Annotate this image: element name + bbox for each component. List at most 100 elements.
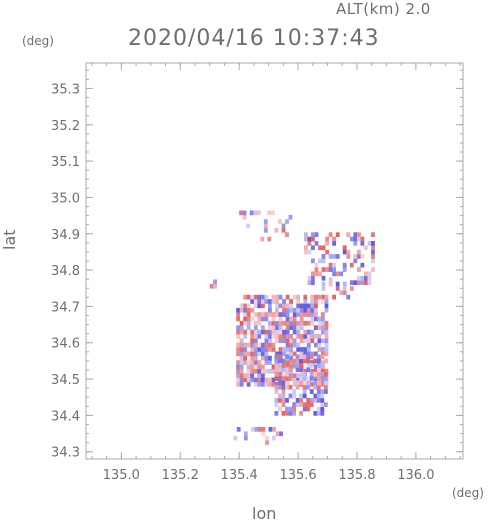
echo-cell bbox=[310, 338, 315, 344]
echo-cell bbox=[306, 358, 311, 364]
echo-cell bbox=[317, 325, 322, 330]
echo-cell bbox=[278, 376, 282, 381]
echo-cell bbox=[278, 380, 282, 386]
echo-cell bbox=[257, 347, 262, 352]
echo-cell bbox=[303, 307, 308, 313]
y-tick-label: 34.4 bbox=[51, 409, 80, 424]
echo-cell bbox=[264, 329, 269, 335]
echo-cell bbox=[325, 236, 329, 242]
echo-cell bbox=[243, 347, 248, 352]
x-tick-label: 135.4 bbox=[221, 468, 258, 483]
echo-cell bbox=[314, 262, 319, 268]
echo-cell bbox=[253, 342, 258, 348]
echo-cell bbox=[321, 347, 325, 352]
echo-cell bbox=[306, 354, 311, 360]
echo-cell bbox=[364, 280, 368, 285]
echo-cell bbox=[274, 398, 279, 403]
echo-cell bbox=[264, 316, 269, 322]
echo-cell bbox=[288, 376, 293, 381]
echo-cell bbox=[292, 402, 296, 407]
echo-cell bbox=[309, 371, 314, 377]
echo-cell bbox=[285, 406, 289, 412]
echo-cell bbox=[321, 338, 325, 344]
echo-cell bbox=[313, 371, 318, 377]
echo-cell bbox=[292, 307, 297, 313]
echo-cell bbox=[271, 368, 276, 374]
echo-cell bbox=[324, 376, 328, 381]
echo-cell bbox=[253, 360, 258, 365]
echo-cell bbox=[321, 312, 325, 317]
echo-cell bbox=[371, 232, 375, 237]
echo-cell bbox=[296, 299, 301, 304]
echo-cell bbox=[253, 377, 258, 383]
echo-cell bbox=[209, 283, 214, 289]
echo-cell bbox=[267, 236, 272, 242]
echo-cell bbox=[306, 338, 311, 344]
echo-cell bbox=[328, 254, 333, 259]
echo-cell bbox=[342, 249, 347, 255]
echo-cell bbox=[239, 329, 244, 335]
echo-cell bbox=[311, 245, 315, 251]
echo-cell bbox=[236, 368, 240, 374]
echo-cell bbox=[246, 368, 251, 374]
echo-cell bbox=[257, 312, 262, 317]
echo-cell bbox=[320, 354, 325, 360]
echo-cell bbox=[271, 377, 276, 383]
echo-cell bbox=[304, 236, 308, 242]
echo-cell bbox=[342, 290, 347, 296]
echo-cell bbox=[335, 281, 340, 287]
echo-cell bbox=[303, 334, 308, 339]
echo-cell bbox=[275, 382, 279, 387]
echo-cell bbox=[321, 281, 326, 287]
echo-cell bbox=[316, 358, 321, 364]
echo-cell bbox=[306, 380, 311, 386]
echo-cell bbox=[278, 329, 283, 335]
echo-cell bbox=[316, 411, 321, 416]
echo-cell bbox=[303, 320, 308, 326]
echo-cell bbox=[306, 312, 311, 317]
echo-cell bbox=[299, 351, 304, 357]
echo-cell bbox=[250, 307, 255, 313]
echo-cell bbox=[318, 271, 322, 277]
echo-cell bbox=[332, 262, 336, 268]
echo-cell bbox=[243, 355, 248, 361]
echo-cell bbox=[268, 368, 272, 374]
echo-cell bbox=[289, 299, 293, 304]
echo-cell bbox=[296, 329, 301, 335]
echo-cell bbox=[360, 241, 365, 246]
echo-cell bbox=[339, 290, 344, 296]
echo-cell bbox=[313, 358, 318, 364]
echo-cell bbox=[253, 355, 258, 361]
echo-cell bbox=[307, 241, 312, 246]
echo-cell bbox=[324, 329, 329, 335]
echo-cell bbox=[304, 232, 308, 237]
echo-cell bbox=[250, 334, 255, 339]
echo-cell bbox=[261, 329, 265, 335]
echo-cell bbox=[271, 342, 276, 348]
chart-title-timestamp: 2020/04/16 10:37:43 bbox=[128, 26, 380, 51]
echo-cell bbox=[313, 380, 318, 386]
echo-cell bbox=[371, 245, 375, 251]
echo-cell bbox=[289, 325, 293, 330]
echo-cell bbox=[310, 360, 315, 365]
echo-cell bbox=[268, 355, 272, 361]
echo-cell bbox=[268, 334, 272, 339]
echo-cell bbox=[306, 320, 311, 326]
echo-cell bbox=[271, 312, 276, 317]
echo-cell bbox=[342, 245, 347, 251]
echo-cell bbox=[317, 338, 322, 344]
echo-cell bbox=[213, 283, 217, 289]
echo-cell bbox=[371, 258, 375, 264]
x-axis-label: lon bbox=[252, 504, 277, 523]
echo-cell bbox=[292, 351, 297, 357]
echo-cell bbox=[346, 249, 351, 255]
echo-cell bbox=[285, 347, 290, 352]
echo-cell bbox=[360, 254, 365, 259]
echo-cell bbox=[285, 354, 289, 360]
echo-cell bbox=[292, 377, 297, 383]
echo-cell bbox=[243, 312, 248, 317]
echo-cell bbox=[285, 398, 289, 403]
echo-cell bbox=[236, 351, 240, 357]
echo-cell bbox=[310, 312, 315, 317]
echo-cell bbox=[316, 363, 321, 368]
